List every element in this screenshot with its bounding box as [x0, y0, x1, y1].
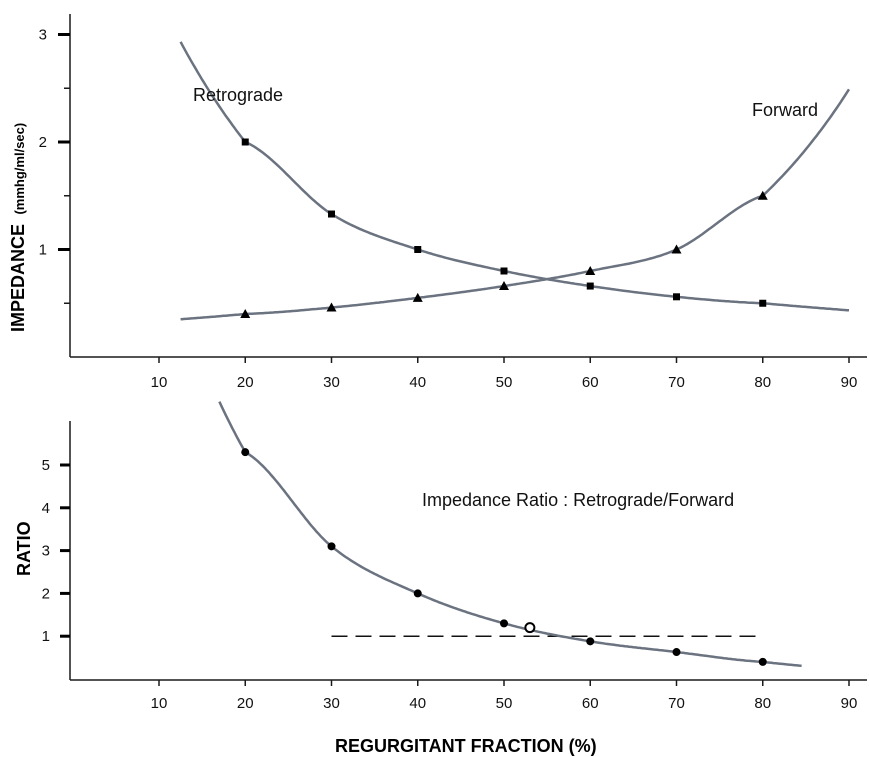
bottom-x-tick-label: 60	[582, 695, 599, 712]
bottom-x-tick-label: 30	[323, 695, 340, 712]
ratio-curve	[218, 401, 802, 667]
bottom-x-tick-label: 90	[841, 695, 858, 712]
bottom-axis-ticks: 10 20 30 40 50 60 70 80 90 1 2 3 4 5	[42, 457, 858, 712]
forward-point	[757, 190, 768, 200]
top-x-tick-label: 80	[754, 374, 771, 391]
retrograde-label: Retrograde	[193, 85, 283, 105]
ratio-chart-title: Impedance Ratio : Retrograde/Forward	[422, 490, 734, 510]
top-x-tick-label: 60	[582, 374, 599, 391]
bottom-y-axis-title: RATIO	[14, 521, 34, 576]
retrograde-point	[241, 138, 249, 146]
bottom-x-tick-label: 20	[237, 695, 254, 712]
ratio-point	[758, 657, 767, 666]
top-x-tick-label: 10	[151, 374, 168, 391]
top-x-tick-label: 70	[668, 374, 685, 391]
top-x-tick-label: 40	[409, 374, 426, 391]
crossover-open-point	[524, 622, 536, 634]
bottom-x-tick-label: 70	[668, 695, 685, 712]
forward-point	[326, 302, 337, 312]
bottom-y-tick-label: 1	[42, 628, 50, 645]
retrograde-point	[414, 246, 422, 253]
top-axis-ticks: 10 20 30 40 50 60 70 80 90 1 2 3	[39, 27, 858, 392]
x-axis-title: REGURGITANT FRACTION (%)	[335, 736, 597, 756]
top-y-tick-label: 1	[39, 242, 47, 259]
bottom-y-tick-label: 2	[42, 585, 50, 602]
forward-point	[671, 244, 682, 254]
top-y-axis-title-unit: (mmhg/ml/sec)	[12, 123, 27, 215]
retrograde-point	[586, 282, 594, 290]
forward-point	[412, 292, 423, 302]
forward-point	[585, 266, 596, 275]
forward-curve	[180, 88, 851, 321]
retrograde-point	[673, 293, 680, 301]
bottom-x-tick-label: 50	[496, 695, 513, 712]
ratio-point	[586, 637, 595, 646]
ratio-point	[500, 619, 508, 628]
top-curves	[179, 41, 851, 321]
bottom-markers	[241, 448, 767, 666]
retrograde-point	[328, 210, 335, 218]
forward-label: Forward	[752, 100, 818, 120]
retrograde-curve	[179, 41, 850, 312]
top-markers	[240, 138, 768, 318]
impedance-panel: 10 20 30 40 50 60 70 80 90 1 2 3 Retrograde Forward…	[8, 14, 867, 391]
forward-point	[240, 309, 251, 318]
retrograde-point	[500, 267, 508, 275]
top-x-tick-label: 90	[841, 374, 858, 391]
top-x-tick-label: 20	[237, 374, 254, 391]
ratio-point	[327, 542, 336, 551]
ratio-point	[672, 648, 681, 657]
bottom-x-tick-label: 80	[754, 695, 771, 712]
ratio-point	[413, 589, 422, 598]
bottom-x-tick-label: 10	[151, 695, 168, 712]
top-x-tick-label: 30	[323, 374, 340, 391]
bottom-curves	[218, 401, 802, 667]
bottom-y-tick-label: 4	[42, 500, 50, 517]
retrograde-point	[759, 299, 767, 307]
bottom-y-tick-label: 5	[42, 457, 50, 474]
top-y-axis-title-main: IMPEDANCE	[8, 224, 28, 332]
top-y-tick-label: 2	[39, 134, 47, 151]
forward-point	[499, 281, 509, 291]
ratio-point	[241, 448, 250, 457]
top-y-tick-label: 3	[39, 27, 47, 44]
bottom-x-tick-label: 40	[409, 695, 426, 712]
top-y-axis-title: IMPEDANCE (mmhg/ml/sec)	[8, 123, 28, 332]
top-x-tick-label: 50	[496, 374, 513, 391]
ratio-panel: 10 20 30 40 50 60 70 80 90 1 2 3 4 5 Impedance Ratio …	[14, 401, 867, 756]
bottom-y-tick-label: 3	[42, 543, 50, 560]
